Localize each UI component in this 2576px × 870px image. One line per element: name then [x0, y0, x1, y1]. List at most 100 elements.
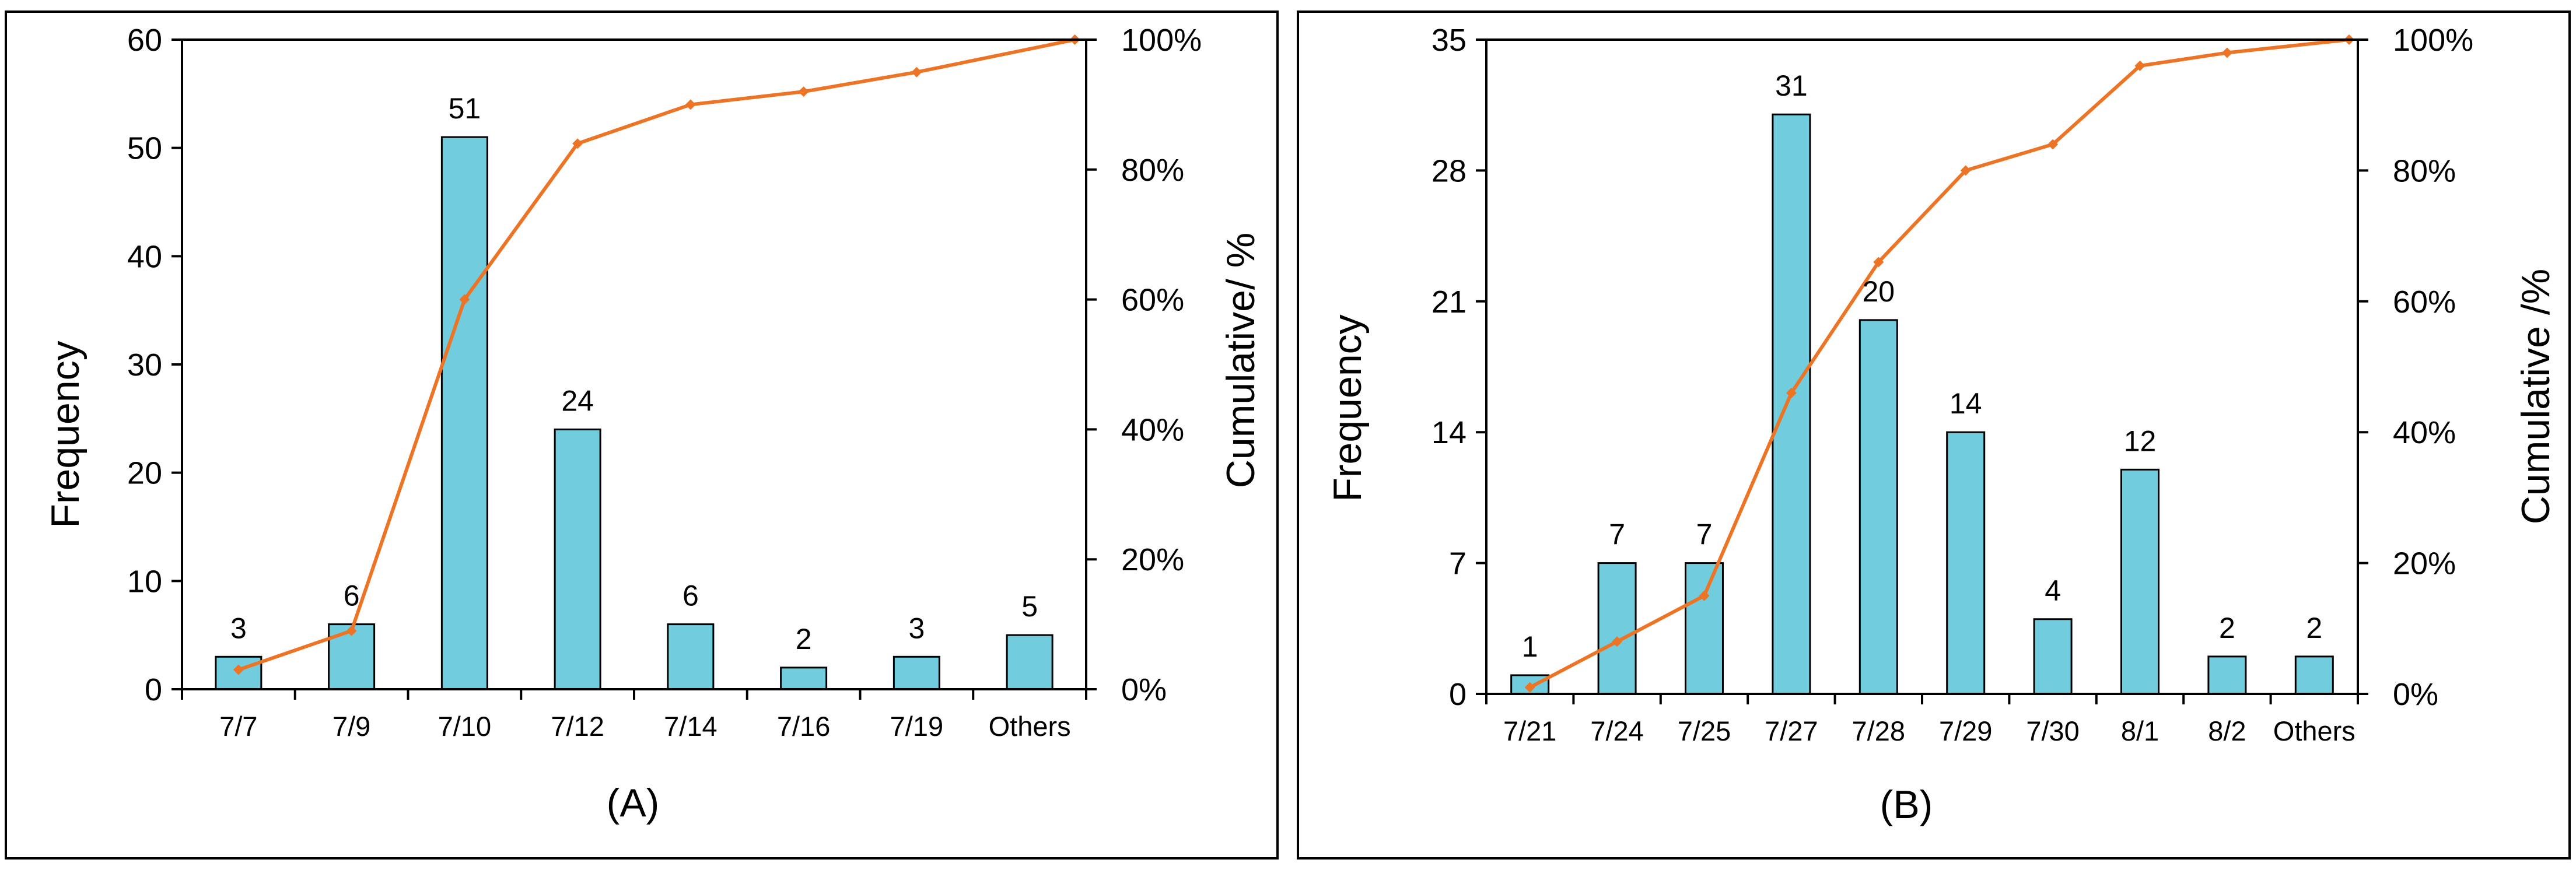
cumulative-point: [1612, 636, 1623, 647]
y-tick-label: 40: [127, 239, 162, 274]
panel-b-label: (B): [1880, 783, 1933, 827]
bar-data-label: 1: [1522, 630, 1538, 663]
x-tick-label: 7/14: [664, 711, 717, 742]
x-tick-label: Others: [2273, 715, 2356, 746]
cumulative-point: [1960, 165, 1971, 176]
panel-b-frame: [1297, 10, 2571, 860]
bar-data-label: 2: [2219, 612, 2235, 644]
bar-data-label: 14: [1950, 387, 1982, 420]
bar: [2120, 468, 2160, 695]
x-tick-label: 7/25: [1678, 715, 1731, 746]
cumulative-point: [1786, 387, 1797, 398]
bar-data-label: 6: [344, 580, 360, 612]
y-tick-label: 0: [145, 672, 162, 707]
x-tick-label: 7/16: [777, 711, 830, 742]
cumulative-point: [798, 86, 809, 97]
cumulative-point: [2221, 47, 2232, 58]
x-tick-label: 8/1: [2121, 715, 2159, 746]
bar-data-label: 4: [2045, 574, 2061, 607]
cumulative-point: [1873, 257, 1884, 268]
panel-b-bars: [1510, 113, 2334, 695]
cumulative-point: [459, 294, 470, 305]
bar: [440, 136, 488, 690]
bar: [2294, 655, 2334, 695]
bar-data-label: 6: [682, 580, 699, 612]
x-tick-label: 7/28: [1852, 715, 1905, 746]
bar-data-label: 51: [449, 92, 481, 125]
y2-tick-label: 80%: [2393, 153, 2456, 188]
y2-tick-label: 40%: [1121, 412, 1184, 447]
bar-data-label: 7: [1696, 518, 1713, 551]
bar: [2207, 655, 2247, 695]
cumulative-point: [2048, 139, 2059, 150]
panel-a-y2-axis-title: Cumulative/ %: [1219, 233, 1263, 488]
panel-b-y-axis-title: Frequency: [1325, 314, 1370, 501]
bar: [1946, 431, 1986, 695]
y-tick-label: 35: [1432, 23, 1466, 58]
cumulative-point: [2134, 60, 2146, 71]
bar: [1859, 319, 1898, 695]
panel-a-label: (A): [607, 781, 660, 825]
cumulative-point: [572, 138, 583, 149]
panel-b-y2-axis-title: Cumulative /%: [2514, 269, 2558, 524]
cumulative-point: [1699, 590, 1710, 601]
bar: [780, 666, 828, 690]
x-tick-label: 7/30: [2026, 715, 2079, 746]
panel-a-y-axis-title: Frequency: [43, 341, 88, 528]
panel-a-plot-area: [181, 38, 1087, 690]
bar: [1772, 113, 1811, 695]
y2-tick-label: 80%: [1121, 153, 1184, 188]
bar: [1597, 562, 1637, 695]
y-tick-label: 7: [1449, 546, 1466, 581]
bar-data-label: 5: [1021, 590, 1038, 623]
y-tick-label: 20: [127, 456, 162, 491]
bar-data-label: 2: [796, 623, 812, 655]
y2-tick-label: 40%: [2393, 415, 2456, 450]
bar-data-label: 20: [1862, 275, 1895, 308]
x-tick-label: 7/21: [1503, 715, 1556, 746]
bar: [1006, 634, 1054, 690]
y2-tick-label: 100%: [1121, 23, 1202, 58]
bar: [2033, 618, 2073, 695]
y-tick-label: 0: [1449, 677, 1466, 712]
bar-data-label: 12: [2124, 425, 2157, 457]
bar-data-label: 3: [230, 612, 247, 644]
panel-a-data-labels: 3 6 51 24 6 2 3 5: [230, 92, 1038, 655]
x-tick-label: 7/19: [890, 711, 943, 742]
y-tick-label: 50: [127, 131, 162, 166]
cumulative-line-path: [1529, 38, 2350, 689]
bar-data-label: 2: [2306, 612, 2322, 644]
cumulative-point: [911, 66, 922, 78]
panel-a-frame: [5, 10, 1279, 860]
bar: [1685, 562, 1724, 695]
x-tick-label: 8/2: [2208, 715, 2246, 746]
bar-data-label: 31: [1775, 69, 1808, 102]
x-tick-label: 7/27: [1765, 715, 1818, 746]
cumulative-line-path: [237, 38, 1076, 672]
y-tick-label: 30: [127, 348, 162, 383]
y-tick-label: 60: [127, 23, 162, 58]
x-tick-label: Others: [989, 711, 1071, 742]
y2-tick-label: 20%: [2393, 546, 2456, 581]
x-tick-label: 7/10: [438, 711, 491, 742]
bar-data-label: 7: [1609, 518, 1625, 551]
cumulative-point: [346, 625, 357, 636]
bar: [667, 623, 715, 690]
x-tick-label: 7/29: [1939, 715, 1992, 746]
y-tick-label: 21: [1432, 285, 1466, 320]
cumulative-point: [233, 664, 244, 675]
y2-tick-label: 60%: [2393, 285, 2456, 320]
bar-data-label: 24: [561, 384, 594, 417]
y2-tick-label: 20%: [1121, 542, 1184, 577]
panel-b-data-labels: 1 7 7 31 20 14 4 12 2 2: [1522, 69, 2322, 663]
x-tick-label: 7/12: [551, 711, 604, 742]
x-tick-label: 7/24: [1590, 715, 1643, 746]
y2-tick-label: 0%: [2393, 677, 2438, 712]
bar: [892, 655, 940, 690]
y2-tick-label: 60%: [1121, 283, 1184, 318]
panel-a: 0 10 20 30 40 50 60 0% 20% 40% 60% 80% 100% 7/7 7/9 7/1…: [5, 10, 1279, 860]
y-tick-label: 10: [127, 564, 162, 599]
